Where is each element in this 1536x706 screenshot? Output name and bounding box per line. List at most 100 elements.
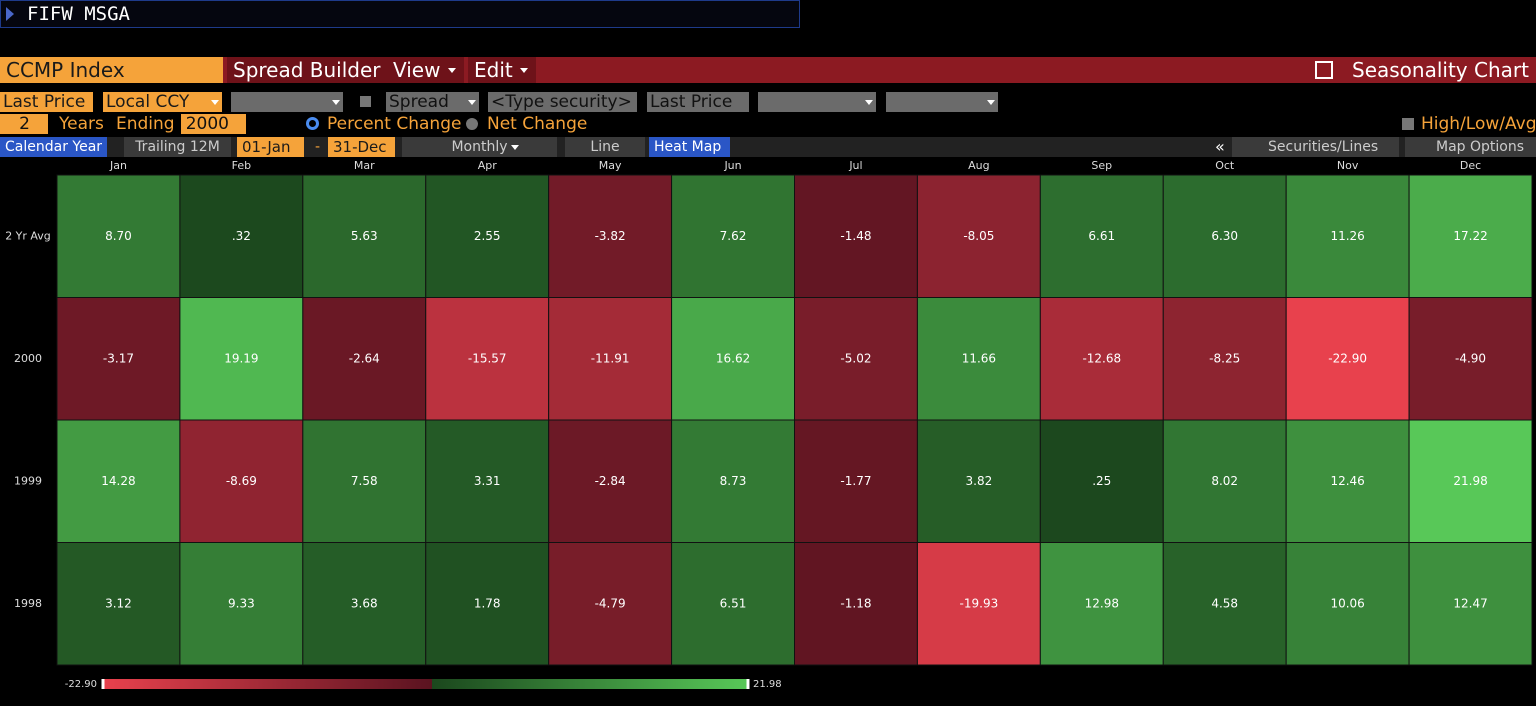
column-label: Mar [354,160,375,172]
heatmap: Jan Feb Mar Apr May Jun Jul Aug Sep Oct Nov Dec 2 Yr… [5,160,1533,690]
cell-label: 1.78 [474,596,501,610]
heat-map-tab[interactable]: Heat Map [649,137,730,157]
cell-label: -3.17 [103,351,134,365]
cell-label: -8.05 [963,229,994,243]
blank-select[interactable] [886,92,998,112]
cell-label: 14.28 [101,474,135,488]
net-change-label: Net Change [487,114,588,134]
heat-cell [425,419,550,543]
heat-cell [56,542,181,666]
heat-cell [1039,419,1164,543]
scale-label: -22.90 [65,679,97,690]
line-tab[interactable]: Line [565,137,645,157]
view-menu[interactable]: View [387,57,464,83]
edit-menu[interactable]: Edit [468,57,536,83]
currency-label: Local CCY [106,92,190,112]
cell-label: 3.31 [474,474,501,488]
cell-label: -19.93 [960,596,999,610]
start-date[interactable]: 01-Jan [237,137,304,157]
heat-cell [548,542,673,666]
hla-checkbox[interactable] [1402,118,1414,130]
blank-select[interactable] [231,92,343,112]
cell-label: 16.62 [716,351,750,365]
end-year-spinner[interactable]: 2000 [181,114,246,134]
heat-cell [1285,419,1410,543]
cell-label: .25 [1092,474,1111,488]
heat-cell [1285,297,1410,421]
cell-label: 4.58 [1211,596,1238,610]
cell-label: -2.84 [595,474,626,488]
heat-cell [916,297,1041,421]
heat-cell [1285,542,1410,666]
cell-label: 6.61 [1088,229,1115,243]
heat-cell [56,419,181,543]
cell-label: 3.68 [351,596,378,610]
cell-label: -4.90 [1455,351,1486,365]
cell-label: -5.02 [840,351,871,365]
column-label: Jul [848,160,862,172]
edit-label: Edit [474,58,513,82]
period-select[interactable]: Monthly [402,137,557,157]
field-select[interactable]: Last Price [0,92,93,112]
cell-label: -8.25 [1209,351,1240,365]
cell-label: 8.02 [1211,474,1238,488]
heat-cell [179,419,304,543]
heat-cell [916,419,1041,543]
securities-button[interactable]: Securities/Lines [1232,137,1399,157]
heat-cell [794,419,918,543]
heat-cell [179,297,304,421]
cell-label: 5.63 [351,229,378,243]
blank-select[interactable] [758,92,876,112]
cell-label: -11.91 [591,351,630,365]
heat-cell [1285,174,1410,298]
row-label: 2 Yr Avg [5,229,51,242]
hla-label: High/Low/Avg [1421,114,1536,134]
cell-label: 12.47 [1453,596,1487,610]
scale-label: 21.98 [753,679,782,690]
period-label: Monthly [451,139,508,155]
cell-label: -1.77 [840,474,871,488]
seasonality-title: Seasonality Chart [1352,58,1529,82]
heat-cell [179,542,304,666]
command-line[interactable]: FIFW MSGA [0,0,800,28]
cell-label: 12.46 [1330,474,1364,488]
security-input[interactable]: <Type security> [488,92,637,112]
cell-label: 7.58 [351,474,378,488]
heat-cell [916,542,1041,666]
cell-label: -1.48 [840,229,871,243]
heat-cell [1039,542,1164,666]
cell-label: 3.12 [105,596,132,610]
radio-selected[interactable] [306,117,319,130]
radio[interactable] [466,118,478,130]
calendar-year-tab[interactable]: Calendar Year [0,137,108,157]
percent-change-label: Percent Change [327,114,462,134]
security-field[interactable]: CCMP Index [0,57,223,83]
spread-builder-button[interactable]: Spread Builder [227,57,387,83]
spread-label: Spread [389,92,449,112]
spread-select[interactable]: Spread [386,92,479,112]
cell-label: -15.57 [468,351,507,365]
column-label: Aug [968,160,989,172]
collapse-button[interactable]: « [1215,137,1225,156]
heat-cell [916,174,1041,298]
trailing-tab[interactable]: Trailing 12M [124,137,231,157]
heat-cell [1408,297,1533,421]
command-arrow [6,7,14,21]
heat-cell [1162,174,1287,298]
end-date[interactable]: 31-Dec [328,137,395,157]
date-dash: - [315,139,321,155]
popout-icon[interactable] [1315,61,1333,79]
cell-label: 9.33 [228,596,255,610]
field2-select[interactable]: Last Price [647,92,749,112]
cell-label: -8.69 [226,474,257,488]
heat-cell [794,174,918,298]
cell-label: 8.73 [720,474,747,488]
cell-label: 3.82 [966,474,993,488]
view-label: View [393,58,441,82]
years-spinner[interactable]: 2 [0,114,48,134]
currency-select[interactable]: Local CCY [103,92,222,112]
heat-cell [548,419,673,543]
map-options-button[interactable]: Map Options [1405,137,1536,157]
spread-checkbox[interactable] [360,96,371,107]
